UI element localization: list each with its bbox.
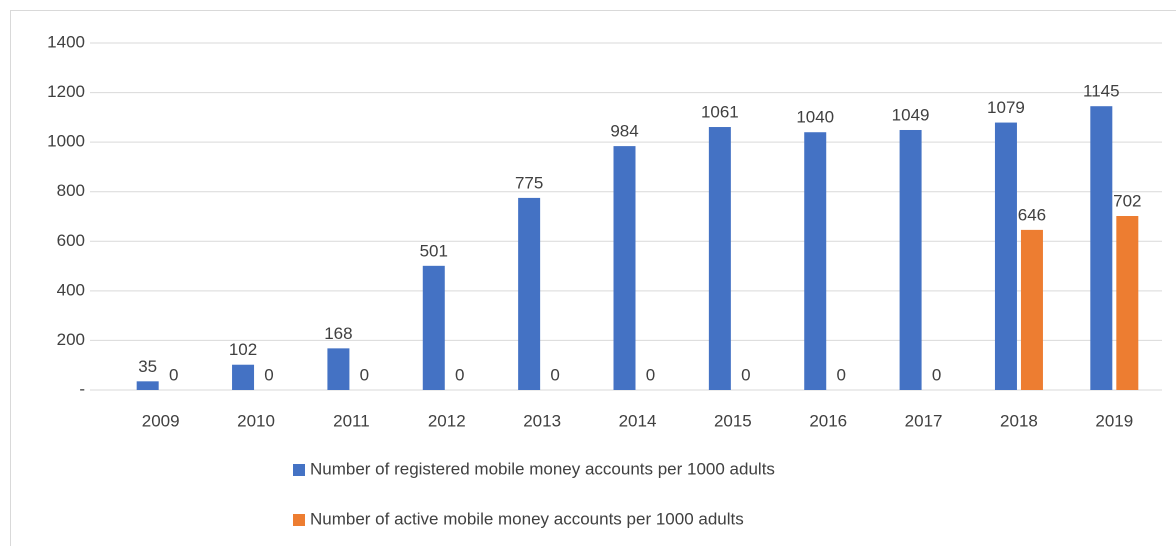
legend-swatch [293,464,305,476]
bar [804,132,826,390]
data-label: 168 [324,324,352,343]
y-tick-label: 1400 [47,32,85,51]
data-label: 984 [610,122,638,141]
bar [614,146,636,390]
x-tick-label: 2017 [905,411,943,430]
bar [1116,216,1138,390]
data-label: 775 [515,173,543,192]
data-label: 1061 [701,103,739,122]
bar [327,348,349,390]
x-tick-label: 2013 [523,411,561,430]
x-tick-label: 2015 [714,411,752,430]
data-label: 0 [264,365,273,384]
legend-label: Number of active mobile money accounts p… [310,509,744,528]
x-tick-label: 2012 [428,411,466,430]
bar [518,198,540,390]
y-tick-label: 1200 [47,82,85,101]
data-label: 0 [741,365,750,384]
data-label: 0 [932,365,941,384]
bar [232,365,254,390]
x-tick-label: 2018 [1000,411,1038,430]
data-label: 0 [169,365,178,384]
data-label: 0 [836,365,845,384]
y-tick-label: 400 [57,280,85,299]
y-tick-label: - [79,379,85,398]
y-tick-label: 800 [57,181,85,200]
data-label: 1049 [892,105,930,124]
bar [1021,230,1043,390]
x-tick-label: 2009 [142,411,180,430]
data-label: 702 [1113,191,1141,210]
legend-label: Number of registered mobile money accoun… [310,459,775,478]
data-label: 646 [1018,205,1046,224]
data-label: 0 [360,365,369,384]
data-label: 501 [420,241,448,260]
bar [423,266,445,390]
legend-swatch [293,514,305,526]
x-tick-label: 2014 [619,411,657,430]
y-tick-label: 200 [57,330,85,349]
data-label: 35 [138,357,157,376]
data-label: 1079 [987,98,1025,117]
x-tick-label: 2016 [809,411,847,430]
data-label: 0 [550,365,559,384]
x-tick-label: 2019 [1095,411,1133,430]
data-label: 1040 [796,108,834,127]
bar [900,130,922,390]
bar [709,127,731,390]
y-tick-label: 1000 [47,132,85,151]
data-label: 0 [646,365,655,384]
bar [995,123,1017,390]
data-label: 0 [455,365,464,384]
x-tick-label: 2010 [237,411,275,430]
data-label: 1145 [1083,82,1120,101]
x-tick-label: 2011 [333,411,370,430]
y-tick-label: 600 [57,231,85,250]
bar [1090,106,1112,390]
data-label: 102 [229,340,257,359]
bar [137,381,159,390]
